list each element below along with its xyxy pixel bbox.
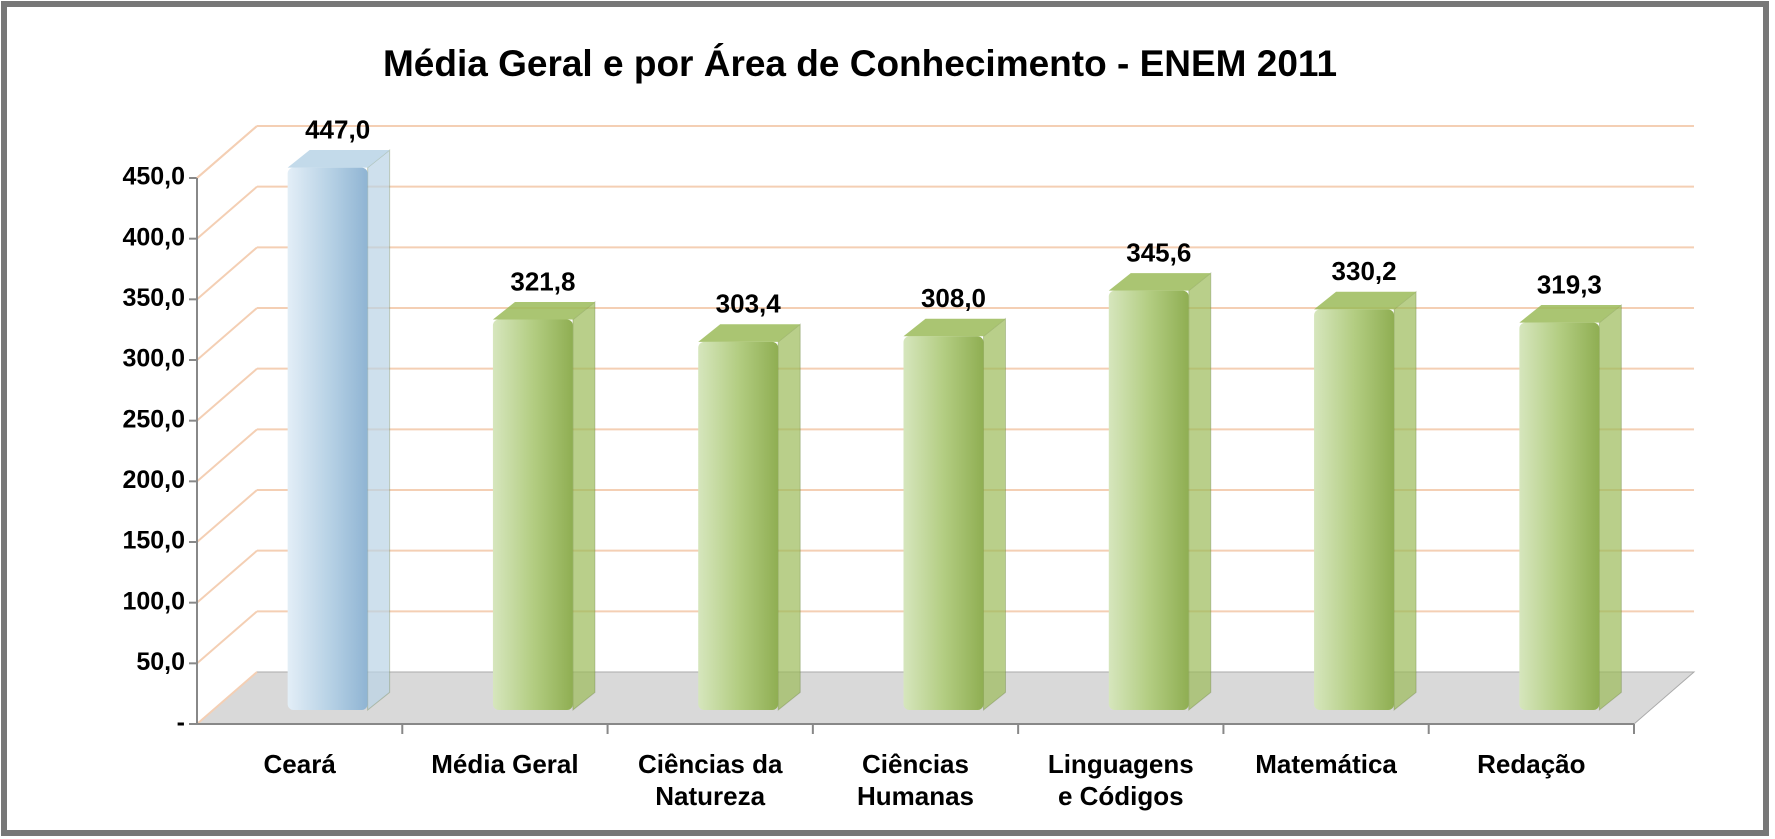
value-label: 303,4 [716,289,782,319]
value-label: 308,0 [921,283,986,313]
y-tick-label: - [177,709,185,737]
y-tick-label: 400,0 [122,223,185,251]
y-tick-label: 350,0 [122,284,185,312]
y-tick-label: 100,0 [122,587,185,615]
bar [1109,291,1189,710]
value-label: 345,6 [1126,238,1191,268]
value-label: 447,0 [305,115,370,145]
bar [904,336,984,710]
bar-side [1394,292,1416,710]
y-tick-label: 50,0 [136,648,185,676]
bar [1519,323,1599,710]
x-tick-label: Ciências Humanas [841,748,991,812]
y-tick-label: 450,0 [122,163,185,191]
y-tick-label: 300,0 [122,345,185,373]
bar-side [984,319,1006,710]
value-label: 319,3 [1537,269,1602,299]
bar-side [1189,273,1211,710]
bar [1314,309,1394,710]
bar [288,168,368,710]
x-tick-label: Ceará [205,748,395,780]
chart-title: Média Geral e por Área de Conhecimento -… [383,43,1337,84]
bar-side [778,324,800,710]
x-tick-label: Matemática [1231,748,1421,780]
bar [493,320,573,710]
x-tick-label: Ciências da Natureza [635,748,785,812]
bar [698,342,778,710]
x-tick-label: Linguagens e Códigos [1046,748,1196,812]
bar-side [368,150,390,710]
value-label: 330,2 [1332,256,1397,286]
bar-side [573,302,595,710]
y-tick-label: 250,0 [122,405,185,433]
bar-side [1599,305,1621,710]
value-label: 321,8 [510,266,575,296]
x-tick-label: Redação [1436,748,1626,780]
y-tick-label: 200,0 [122,466,185,494]
y-tick-label: 150,0 [122,527,185,555]
page: Média Geral e por Área de Conhecimento -… [0,0,1775,839]
chart: Média Geral e por Área de Conhecimento -… [0,0,1775,839]
x-tick-label: Média Geral [410,748,600,780]
